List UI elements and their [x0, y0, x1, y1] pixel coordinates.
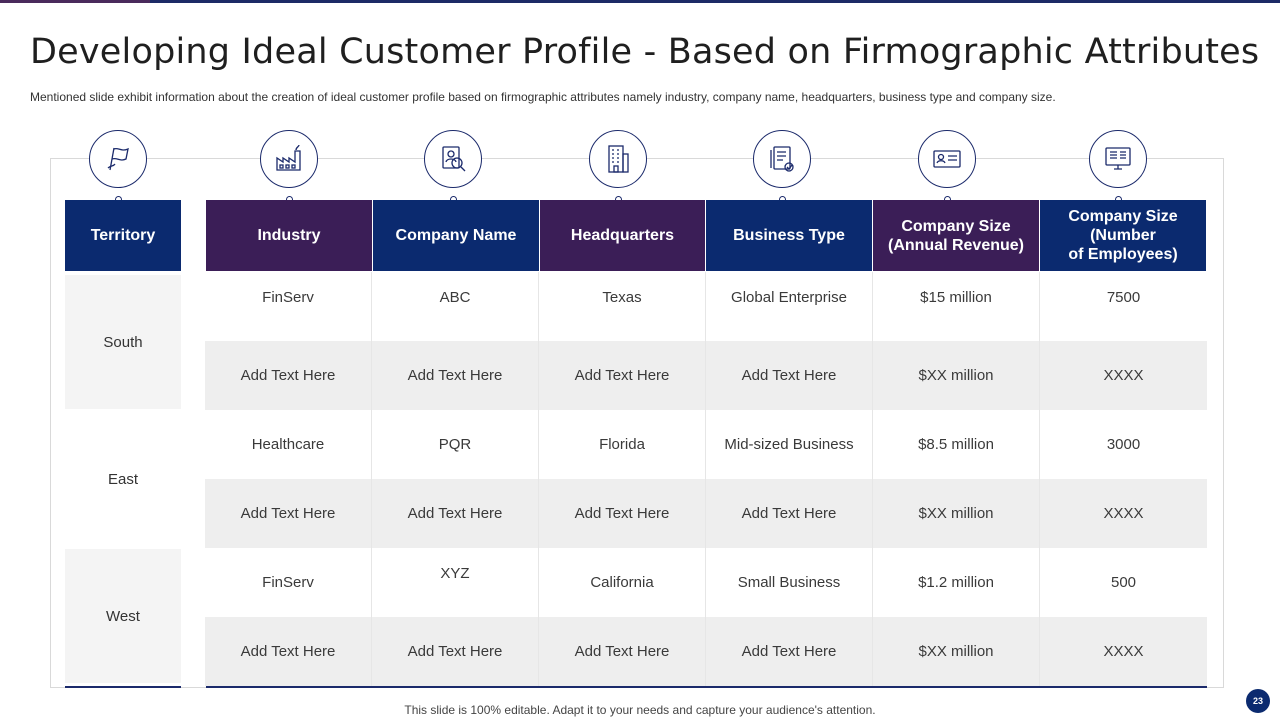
territory-cell: South — [65, 275, 181, 409]
cell-company-name: Add Text Here — [372, 617, 539, 686]
header-company-name: Company Name — [373, 200, 539, 271]
header-industry: Industry — [206, 200, 372, 271]
cell-revenue: $XX million — [873, 479, 1040, 548]
cell-revenue: $15 million — [873, 272, 1040, 341]
factory-icon — [260, 130, 318, 188]
cell-company-name: PQR — [372, 410, 539, 479]
cell-employees: XXXX — [1103, 505, 1144, 522]
cell-headquarters: Texas — [539, 272, 706, 341]
table-row: Add Text Here Add Text Here Add Text Her… — [205, 479, 1207, 548]
cell-industry: FinServ — [205, 272, 372, 341]
cell-revenue: $8.5 million — [873, 410, 1040, 479]
cell-headquarters: Add Text Here — [539, 341, 706, 410]
page-number: 23 — [1246, 689, 1270, 713]
territory-cell: East — [107, 470, 138, 488]
cell-industry: Add Text Here — [205, 479, 372, 548]
cell-headquarters: Add Text Here — [539, 479, 706, 548]
header-headquarters: Headquarters — [540, 200, 705, 271]
header-territory: Territory — [65, 200, 181, 271]
cell-headquarters: Add Text Here — [539, 617, 706, 686]
cell-revenue: $XX million — [873, 341, 1040, 410]
table-row: FinServ ABC Texas Global Enterprise $15 … — [205, 272, 1207, 341]
cell-industry: Add Text Here — [205, 617, 372, 686]
cell-employees: 3000 — [1106, 436, 1141, 453]
cell-industry: FinServ — [205, 548, 372, 617]
cell-company-name: Add Text Here — [372, 479, 539, 548]
id-card-icon — [918, 130, 976, 188]
table-row: FinServ XYZ California Small Business $1… — [205, 548, 1207, 617]
cell-business-type: Add Text Here — [706, 479, 873, 548]
slide-title: Developing Ideal Customer Profile - Base… — [30, 32, 1260, 72]
table-bottom-rule — [65, 686, 181, 688]
table-row: Add Text Here Add Text Here Add Text Her… — [205, 617, 1207, 686]
header-company-size-revenue: Company Size (Annual Revenue) — [873, 200, 1039, 271]
cell-company-name: XYZ — [372, 548, 539, 617]
table-row: Healthcare PQR Florida Mid-sized Busines… — [205, 410, 1207, 479]
cell-industry: Add Text Here — [205, 341, 372, 410]
cell-revenue: $1.2 million — [873, 548, 1040, 617]
slide-subtitle: Mentioned slide exhibit information abou… — [30, 90, 1056, 104]
footer-note: This slide is 100% editable. Adapt it to… — [404, 703, 876, 717]
cell-revenue: $XX million — [873, 617, 1040, 686]
cell-business-type: Global Enterprise — [706, 272, 873, 341]
header-company-size-employees: Company Size (Number of Employees) — [1040, 200, 1206, 271]
top-rule — [0, 0, 1280, 3]
cell-headquarters: Florida — [539, 410, 706, 479]
cell-company-name: Add Text Here — [372, 341, 539, 410]
top-rule-accent — [0, 0, 150, 3]
search-profile-icon — [424, 130, 482, 188]
cell-company-name: ABC — [372, 272, 539, 341]
cell-business-type: Small Business — [706, 548, 873, 617]
table-row: Add Text Here Add Text Here Add Text Her… — [205, 341, 1207, 410]
table-bottom-rule — [206, 686, 1207, 688]
flag-icon — [89, 130, 147, 188]
checklist-icon — [753, 130, 811, 188]
cell-business-type: Add Text Here — [706, 617, 873, 686]
computer-icon — [1089, 130, 1147, 188]
cell-employees: XXXX — [1103, 643, 1144, 660]
cell-employees: 7500 — [1106, 289, 1141, 306]
cell-headquarters: California — [539, 548, 706, 617]
cell-business-type: Mid-sized Business — [706, 410, 873, 479]
building-icon — [589, 130, 647, 188]
cell-employees: XXXX — [1103, 367, 1144, 384]
territory-cell: West — [65, 549, 181, 683]
cell-industry: Healthcare — [205, 410, 372, 479]
header-business-type: Business Type — [706, 200, 872, 271]
cell-employees: 500 — [1110, 574, 1137, 591]
cell-business-type: Add Text Here — [706, 341, 873, 410]
